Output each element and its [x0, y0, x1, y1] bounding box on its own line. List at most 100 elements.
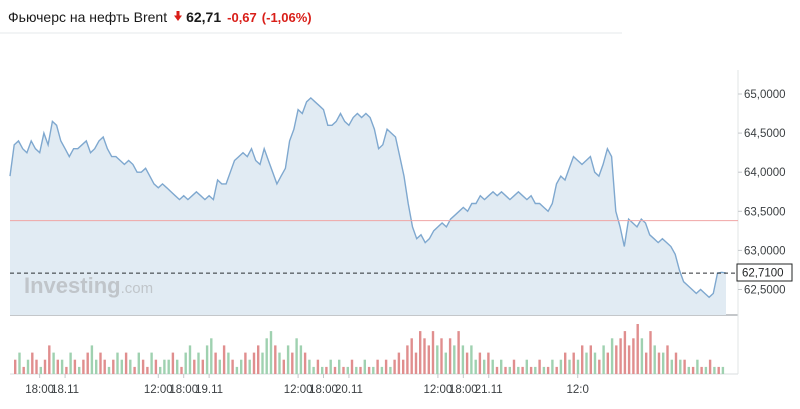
volume-bar	[278, 352, 281, 374]
x-tick-label: 20.11	[335, 384, 363, 396]
volume-bar	[572, 352, 575, 374]
volume-bar	[282, 359, 285, 374]
volume-bar	[534, 366, 537, 374]
volume-bar	[321, 366, 324, 374]
volume-bar	[82, 359, 85, 374]
volume-bar	[598, 359, 601, 374]
volume-bar	[708, 359, 712, 374]
volume-bar	[342, 366, 345, 374]
volume-bar	[31, 352, 34, 374]
volume-bar	[269, 331, 273, 374]
volume-bar	[444, 352, 447, 374]
volume-bar	[197, 352, 200, 374]
volume-bar	[316, 359, 320, 374]
volume-bar	[167, 359, 170, 374]
volume-bar	[303, 352, 307, 374]
last-price-badge-label: 62,7100	[742, 268, 784, 280]
volume-bar	[457, 331, 460, 374]
y-tick-label: 64,5000	[744, 128, 786, 140]
volume-bar	[465, 352, 469, 374]
volume-bar	[538, 359, 541, 374]
volume-bar	[551, 359, 554, 374]
y-tick-label: 65,0000	[744, 89, 786, 101]
volume-bar	[176, 359, 179, 374]
volume-bar	[589, 345, 592, 374]
volume-bar	[205, 345, 209, 374]
volume-bar	[39, 366, 42, 374]
volume-bar	[470, 345, 473, 374]
volume-bar	[261, 352, 264, 374]
volume-bar	[133, 366, 136, 374]
down-arrow-icon	[174, 8, 183, 26]
volume-bar	[188, 345, 192, 374]
volume-bar	[112, 359, 115, 374]
volume-bar	[623, 331, 627, 374]
volume-bar	[691, 366, 695, 374]
volume-bar	[581, 345, 584, 374]
volume-bar	[721, 366, 725, 374]
volume-bar	[299, 345, 303, 374]
volume-bar	[193, 359, 196, 374]
volume-bar	[427, 345, 430, 374]
last-price: 62,71	[186, 9, 222, 25]
volume-bar	[414, 352, 418, 374]
volume-bar	[244, 352, 247, 374]
volume-bar	[218, 359, 221, 374]
volume-bar	[312, 366, 315, 374]
volume-bar	[363, 359, 366, 374]
volume-bar	[679, 359, 682, 374]
y-tick-label: 64,0000	[744, 167, 786, 179]
volume-bar	[700, 366, 703, 374]
watermark-suffix: .com	[121, 280, 154, 297]
volume-bar	[564, 352, 567, 374]
volume-bar	[346, 366, 349, 374]
volume-bar	[146, 366, 149, 374]
volume-bar	[500, 359, 503, 374]
volume-bar	[116, 352, 119, 374]
volume-bar	[56, 359, 59, 374]
volume-bar	[18, 352, 21, 374]
volume-bar	[615, 345, 618, 374]
price-line	[9, 96, 727, 299]
volume-bar	[180, 366, 183, 374]
volume-bar	[402, 359, 405, 374]
volume-bar	[670, 359, 673, 374]
volume-bar	[69, 352, 72, 374]
volume-bar	[717, 366, 720, 374]
volume-bar	[606, 352, 609, 374]
volume-bar	[235, 366, 239, 374]
volume-bar	[508, 366, 511, 374]
volume-bar	[141, 359, 145, 374]
volume-bar	[231, 359, 234, 374]
watermark-brand: Investing	[24, 273, 121, 298]
volume-bar	[107, 366, 111, 374]
x-tick-label: 18:00	[25, 384, 54, 396]
volume-bar	[274, 345, 277, 374]
volume-bars	[14, 324, 725, 374]
volume-bar	[137, 352, 140, 374]
volume-bar	[163, 359, 166, 374]
price-area	[10, 97, 726, 316]
x-tick-label: 18:00	[169, 384, 198, 396]
volume-bar	[73, 359, 77, 374]
y-tick-label: 62,5000	[744, 285, 786, 297]
volume-bar	[696, 359, 699, 374]
x-tick-label: 12:00	[284, 384, 313, 396]
volume-bar	[210, 338, 213, 374]
volume-bar	[687, 366, 690, 374]
volume-bar	[495, 366, 499, 374]
volume-bar	[359, 366, 362, 374]
volume-bar	[129, 359, 132, 374]
volume-bar	[257, 345, 260, 374]
volume-bar	[662, 352, 665, 374]
volume-bar	[521, 366, 524, 374]
x-tick-label: 18.11	[51, 384, 79, 396]
volume-bar	[214, 352, 217, 374]
volume-bar	[640, 338, 644, 374]
volume-bar	[576, 359, 580, 374]
price-change: -0,67	[227, 9, 257, 25]
volume-bar	[248, 359, 251, 374]
volume-bar	[645, 352, 648, 374]
y-axis: 65,0000 64,5000 64,0000 63,5000 63,0000 62,50…	[738, 89, 786, 297]
